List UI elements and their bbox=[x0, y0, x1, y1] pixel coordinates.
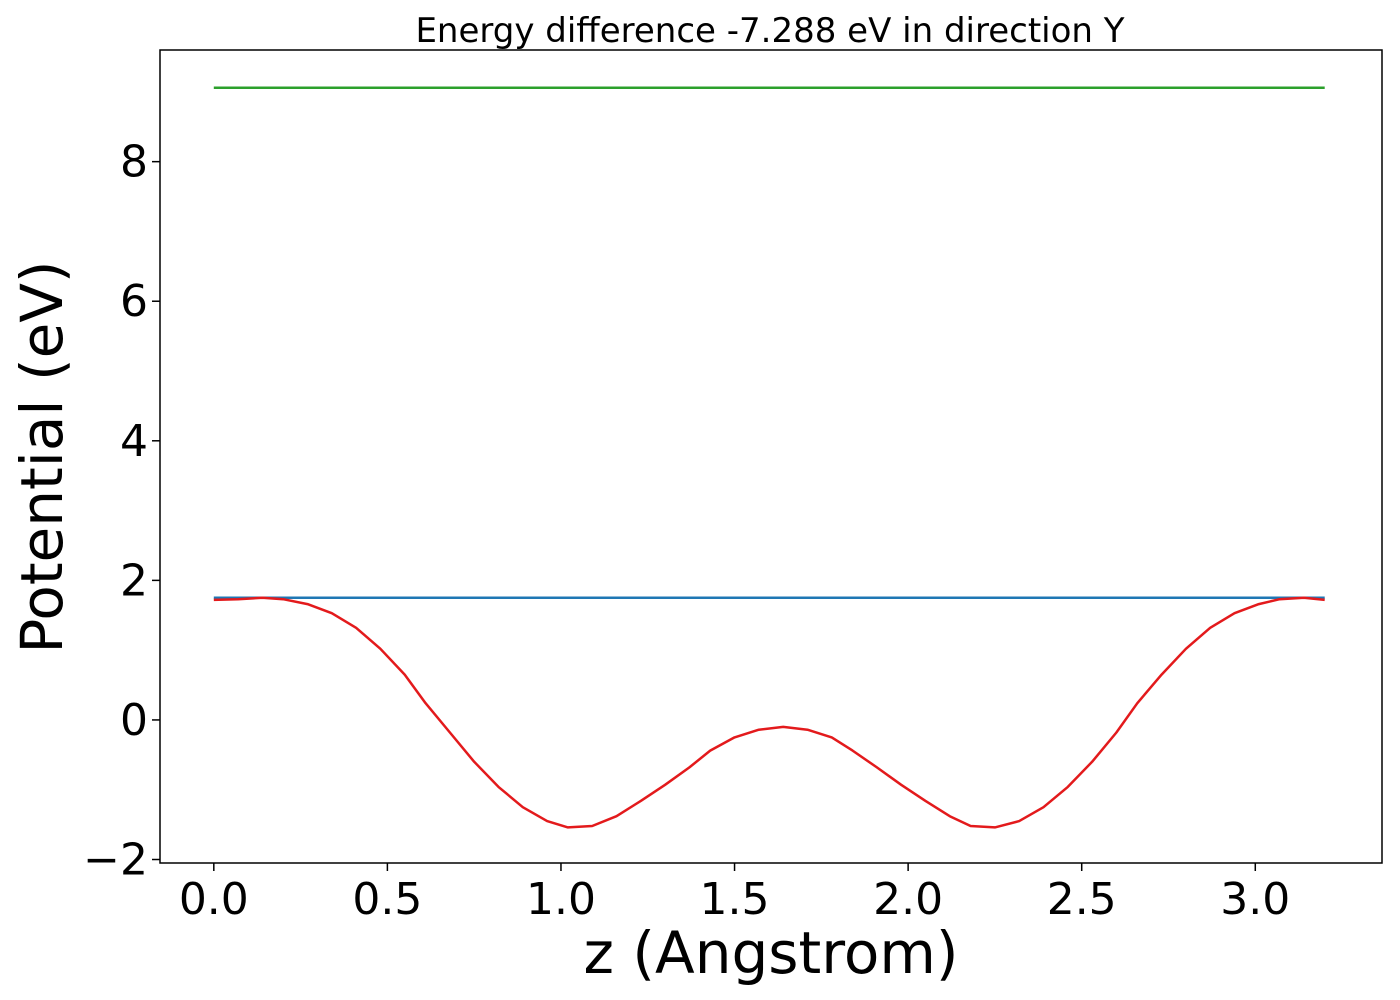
ticks-layer: 0.0 0.5 1.0 1.5 2.0 2.5 3.0 −2 0 2 4 6 8 bbox=[83, 137, 1290, 925]
x-tick-label: 2.0 bbox=[873, 874, 943, 925]
plot-area-frame bbox=[159, 49, 1383, 864]
y-tick-label: 2 bbox=[120, 555, 148, 606]
chart-title: Energy difference -7.288 eV in direction… bbox=[415, 11, 1124, 51]
y-tick-label: 4 bbox=[120, 416, 148, 467]
y-tick-label: 6 bbox=[120, 276, 148, 327]
x-tick-label: 0.5 bbox=[352, 874, 422, 925]
x-tick-label: 1.5 bbox=[700, 874, 770, 925]
y-axis-label: Potential (eV) bbox=[8, 260, 76, 653]
y-tick-label: 0 bbox=[120, 695, 148, 746]
x-tick-label: 3.0 bbox=[1220, 874, 1290, 925]
x-tick-label: 2.5 bbox=[1047, 874, 1117, 925]
x-tick-label: 1.0 bbox=[526, 874, 596, 925]
y-tick-label: 8 bbox=[120, 137, 148, 188]
x-tick-label: 0.0 bbox=[179, 874, 249, 925]
series-layer bbox=[213, 86, 1325, 829]
series-line-2 bbox=[213, 596, 1325, 829]
y-tick-label: −2 bbox=[83, 835, 148, 886]
x-axis-label: z (Angstrom) bbox=[584, 919, 959, 987]
